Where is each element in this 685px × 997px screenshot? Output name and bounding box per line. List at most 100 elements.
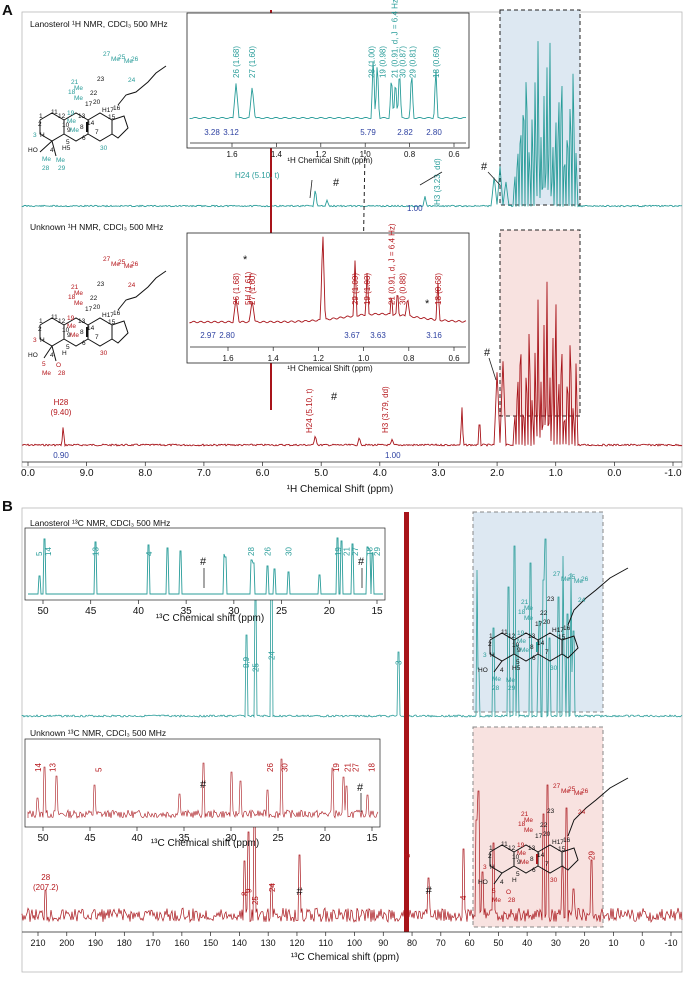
unknown-structure-b-atom-label: 11 bbox=[501, 841, 508, 848]
lanosterol-13c-inset-tick-label: 25 bbox=[276, 606, 288, 617]
lanosterol-structure-b-atom-label: 8 bbox=[530, 644, 534, 651]
unknown-structure-b-atom-label: 10 bbox=[512, 854, 520, 861]
panel-a-letter: A bbox=[2, 2, 13, 19]
lanosterol-13c-inset-tick-label: 40 bbox=[133, 606, 145, 617]
unknown-1h-peak-label: 19 (1.03) bbox=[363, 273, 372, 305]
unknown-13c-inset-tick-label: 45 bbox=[84, 833, 96, 844]
c13-main-tick-label: 110 bbox=[319, 938, 333, 948]
lanosterol-structure-b-atom-label: 24 bbox=[578, 597, 586, 604]
unknown-13c-peak-label: 18 bbox=[367, 763, 376, 772]
unknown-1h-inset-tick-label: 1.2 bbox=[313, 354, 325, 363]
unknown-13c-inset-tick-label: 15 bbox=[366, 833, 378, 844]
unknown-1h-integral: 3.16 bbox=[426, 331, 442, 340]
lanosterol-13c-inset-hash-2: # bbox=[358, 556, 365, 568]
unknown-structure-b-atom-label: 26 bbox=[581, 788, 589, 795]
unknown-1h-peak-label: 26 (1.68) bbox=[232, 273, 241, 305]
lanosterol-structure-b-atom-label: 5 bbox=[516, 659, 520, 666]
unknown-structure-b-atom-label: 30 bbox=[550, 877, 558, 884]
lanosterol-1h-peak-label: 27 (1.60) bbox=[248, 46, 257, 78]
unknown-13c-main-label: 29 bbox=[587, 851, 596, 860]
lanosterol-13c-peak-label: 5 bbox=[35, 551, 44, 556]
lanosterol-structure-b-atom-label: 21 bbox=[521, 599, 529, 606]
lanosterol-1h-inset-spectrum bbox=[189, 61, 467, 120]
unknown-13c-inset-tick-label: 35 bbox=[178, 833, 190, 844]
c13-main-tick-label: -10 bbox=[664, 938, 677, 948]
unknown-structure-b-atom-label: 17 bbox=[535, 833, 543, 840]
lanosterol-structure-a-atom-label: Me bbox=[67, 118, 76, 125]
lanosterol-1h-integral: 5.79 bbox=[360, 128, 376, 137]
unknown-structure-a-atom-label: 11 bbox=[51, 314, 58, 321]
unknown-structure-b-atom-label: 2 bbox=[488, 853, 492, 860]
lanosterol-13c-spectrum bbox=[21, 538, 683, 719]
unknown-13c-inset-tick-label: 40 bbox=[131, 833, 143, 844]
lanosterol-structure-b-atom-label: 28 bbox=[492, 685, 500, 692]
c13-main-axis-label: ¹³C Chemical shift (ppm) bbox=[291, 952, 399, 963]
lanosterol-1h-peak-label: 26 (1.68) bbox=[232, 46, 241, 78]
c13-main-tick-label: 200 bbox=[59, 938, 74, 948]
unknown-structure-a-atom-label: Me bbox=[70, 332, 79, 339]
unknown-structure-b-atom-label: 3 bbox=[483, 864, 487, 871]
lanosterol-structure-b-atom-label: H bbox=[490, 652, 495, 659]
panel-b-frame bbox=[21, 507, 683, 973]
lanosterol-structure-a-atom-label: 30 bbox=[100, 145, 108, 152]
lanosterol-13c-inset-frame bbox=[24, 527, 386, 601]
lanosterol-13c-main-label: 24 bbox=[267, 651, 276, 660]
lanosterol-13c-peak-label: 13 bbox=[91, 547, 100, 556]
lanosterol-13c-inset-axis-label: ¹³C Chemical shift (ppm) bbox=[156, 613, 264, 624]
unknown-structure-a bbox=[39, 270, 167, 362]
unknown-aliphatic-highlight bbox=[499, 229, 581, 417]
lanosterol-1h-peak-label: 29 (0.81) bbox=[409, 46, 418, 78]
unknown-13c-peak-label: 5 bbox=[94, 767, 103, 772]
h1-main-axis-ticks: 0.0 9.0 8.0 7.0 6.0 5.0 4.0 3.0 2.0 1.0 0.0 -1.0 bbox=[21, 462, 682, 479]
lanosterol-structure-a-atom-label: 12 bbox=[58, 113, 66, 120]
c13-main-tick-label: 180 bbox=[117, 938, 132, 948]
lanosterol-structure-b-atom-label: Me bbox=[574, 578, 583, 585]
unknown-13c-peak-label: 26 bbox=[266, 763, 275, 772]
h1-main-tick-label: 0.0 bbox=[607, 468, 621, 479]
lanosterol-13c-title: Lanosterol ¹³C NMR, CDCl₃ 500 MHz bbox=[30, 518, 170, 528]
lanosterol-structure-a-atom-label: 21 bbox=[71, 79, 79, 86]
unknown-structure-b-atom-label: 15 bbox=[558, 846, 566, 853]
lanosterol-1h-peak-label: 18 (0.69) bbox=[432, 46, 441, 78]
unknown-structure-b-atom-label: 8 bbox=[530, 856, 534, 863]
lanosterol-structure-b-atom-label: 7 bbox=[545, 649, 549, 656]
lanosterol-13c-peak-label: 19 bbox=[334, 547, 343, 556]
unknown-structure-b-atom-label: 1 bbox=[489, 845, 493, 852]
unknown-13c-main-label: 9 bbox=[245, 888, 254, 893]
unknown-structure-a-atom-label: H bbox=[62, 350, 67, 357]
unknown-inset-star-2: * bbox=[425, 298, 430, 310]
unknown-structure-a-atom-label: 18 bbox=[68, 294, 76, 301]
lanosterol-structure-b-atom-label: 9 bbox=[517, 647, 521, 654]
unknown-1h-inset-peak-labels: 26 (1.68) 27 (1.60)5H (1.61) 29 (1.09) 19 (… bbox=[232, 223, 443, 305]
lanosterol-structure-b-atom-label: 1 bbox=[489, 633, 493, 640]
lanosterol-structure-b-atom-label: 29 bbox=[508, 685, 516, 692]
unknown-aliphatic-hash: # bbox=[484, 347, 491, 359]
unknown-structure-b-atom-label: 12 bbox=[508, 845, 516, 852]
unknown-h28-label: H28 bbox=[54, 398, 69, 407]
unknown-structure-b-atom-label: 7 bbox=[545, 861, 549, 868]
unknown-1h-peak-label: 29 (1.09) bbox=[351, 273, 360, 305]
arrow-h24-top bbox=[309, 179, 313, 199]
unknown-structure-b-atom-label: 5 bbox=[516, 871, 520, 878]
unknown-1h-inset-tick-label: 1.4 bbox=[268, 354, 280, 363]
unknown-structure-a-atom-label: 16 bbox=[113, 310, 121, 317]
c13-main-tick-label: 80 bbox=[407, 938, 417, 948]
unknown-1h-inset-tick-label: 0.8 bbox=[403, 354, 415, 363]
lanosterol-1h-peak-label: 19 (0.98) bbox=[378, 46, 387, 78]
lanosterol-hash-label: # bbox=[333, 177, 340, 189]
unknown-structure-b-atom-label: 19 bbox=[517, 842, 525, 849]
unknown-structure-b-atom-label: H bbox=[490, 864, 495, 871]
unknown-1h-inset-frame bbox=[186, 232, 470, 364]
unknown-structure-a-atom-label: 9 bbox=[67, 332, 71, 339]
lanosterol-13c-peak-label: 4 bbox=[145, 551, 154, 556]
lanosterol-structure-a-atom-label: 18 bbox=[68, 89, 76, 96]
lanosterol-13c-peak-label: 30 bbox=[284, 547, 293, 556]
unknown-1h-integral: 2.80 bbox=[219, 331, 235, 340]
unknown-1h-inset-tick-label: 0.6 bbox=[448, 354, 460, 363]
unknown-structure-b-atom-label: Me bbox=[517, 850, 526, 857]
lanosterol-structure-a-atom-label: 17 bbox=[85, 101, 93, 108]
unknown-inset-star-1: * bbox=[243, 254, 248, 266]
unknown-structure-b-atom-label: 18 bbox=[518, 821, 526, 828]
lanosterol-structure-a-atom-label: 3 bbox=[33, 132, 37, 139]
